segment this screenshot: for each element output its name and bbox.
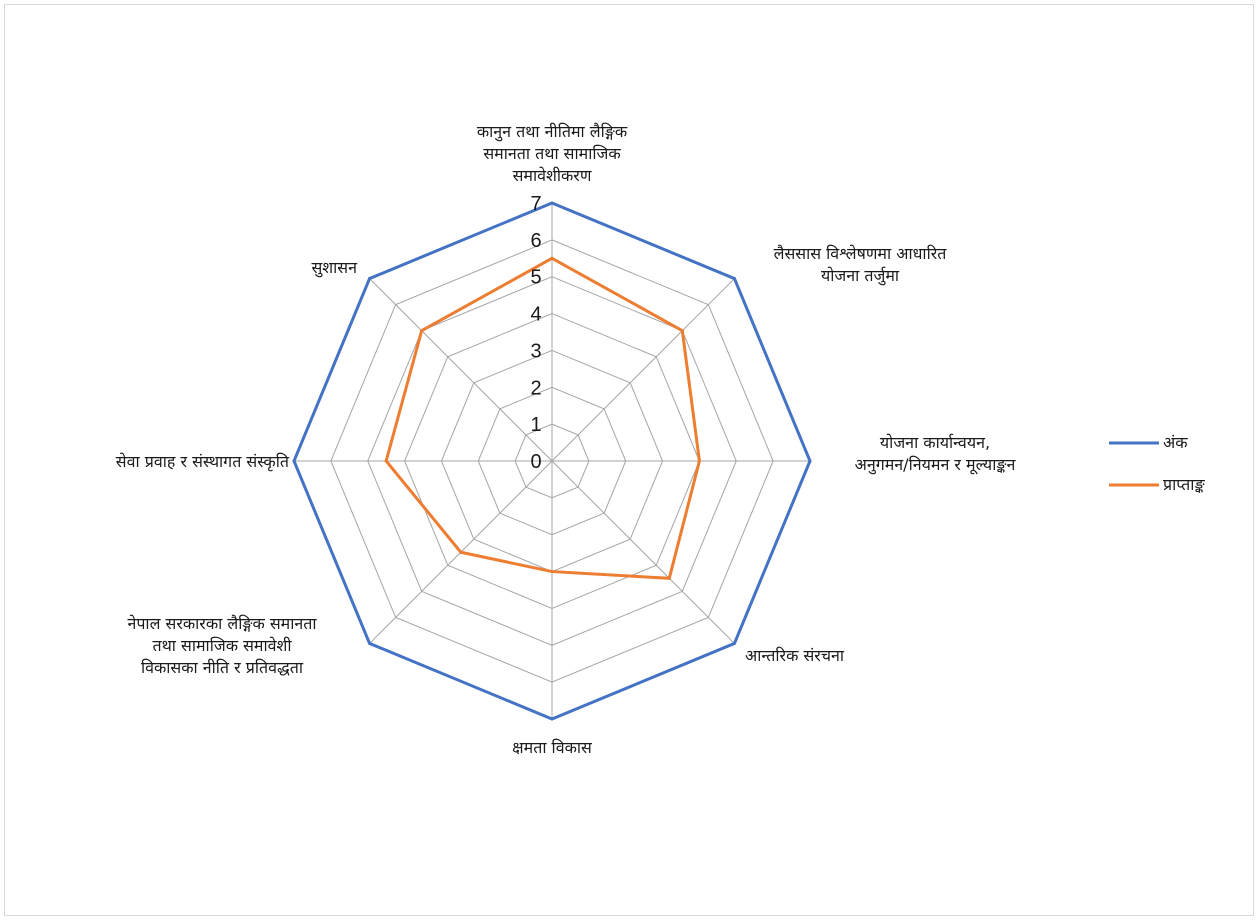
category-label-line: विकासका नीति र प्रतिवद्धता: [141, 658, 304, 677]
category-label-line: समानता तथा सामाजिक: [483, 144, 621, 163]
category-labels: कानुन तथा नीतिमा लैङ्गिक समानता तथा सामाज…: [116, 122, 1017, 757]
series-point: [732, 641, 736, 645]
series-point: [368, 641, 372, 645]
category-label: सेवा प्रवाह र संस्थागत संस्कृति: [116, 452, 290, 472]
series-point: [550, 201, 554, 205]
category-label: आन्तरिक संरचना: [745, 646, 845, 665]
category-label-line: योजना तर्जुमा: [821, 266, 900, 286]
category-label-line: आन्तरिक संरचना: [745, 646, 845, 665]
series-point: [732, 277, 736, 281]
legend-label: प्राप्ताङ्क: [1163, 475, 1205, 494]
chart-frame: 0 1 2 3 4 5 6 7 कानुन तथा नीतिमा लैङ्गिक समानता …: [4, 4, 1254, 916]
tick-label: 5: [530, 267, 541, 289]
tick-label: 1: [530, 414, 541, 436]
radar-grid: [293, 202, 811, 720]
series-point: [368, 277, 372, 281]
series-point: [292, 459, 296, 463]
category-label-line: सेवा प्रवाह र संस्थागत संस्कृति: [116, 452, 290, 472]
radar-series: [292, 201, 812, 721]
grid-spoke: [551, 460, 735, 644]
series-point: [459, 550, 463, 554]
category-label-line: योजना कार्यान्वयन,: [880, 433, 990, 452]
category-label-line: तथा सामाजिक समावेशी: [152, 636, 292, 655]
category-label: कानुन तथा नीतिमा लैङ्गिक समानता तथा सामाज…: [477, 122, 628, 185]
series-point: [808, 459, 812, 463]
series-point: [550, 717, 554, 721]
category-label: योजना कार्यान्वयन, अनुगमन/नियमन र मूल्याङ…: [855, 433, 1017, 475]
radar-chart: 0 1 2 3 4 5 6 7 कानुन तथा नीतिमा लैङ्गिक समानता …: [116, 122, 1206, 757]
tick-label: 7: [530, 193, 541, 215]
category-label-line: सुशासन: [311, 258, 358, 278]
legend-label: अंक: [1163, 433, 1188, 452]
category-label-line: अनुगमन/नियमन र मूल्याङ्कन: [855, 455, 1017, 475]
series-point: [697, 459, 701, 463]
series-point: [420, 329, 424, 333]
series-point: [384, 459, 388, 463]
tick-label: 3: [530, 340, 541, 362]
legend: अंक प्राप्ताङ्क: [1109, 433, 1205, 494]
series-point: [550, 570, 554, 574]
tick-label: 6: [530, 230, 541, 252]
tick-label: 2: [530, 377, 541, 399]
category-label-line: लैससास विश्लेषणमा आधारित: [774, 244, 948, 263]
tick-label: 0: [530, 451, 541, 473]
category-label: क्षमता विकास: [512, 738, 593, 757]
series-point: [680, 329, 684, 333]
category-label-line: समावेशीकरण: [513, 166, 592, 185]
category-label-line: कानुन तथा नीतिमा लैङ्गिक: [477, 122, 628, 142]
category-label: नेपाल सरकारका लैङ्गिक समानता तथा सामाजिक …: [127, 614, 317, 677]
radial-tick-labels: 0 1 2 3 4 5 6 7: [530, 193, 541, 473]
series-point: [550, 256, 554, 260]
grid-spoke: [551, 278, 735, 462]
grid-spoke: [369, 278, 553, 462]
category-label: लैससास विश्लेषणमा आधारित योजना तर्जुमा: [774, 244, 948, 286]
category-label-line: क्षमता विकास: [512, 738, 593, 757]
series-point: [667, 576, 671, 580]
category-label-line: नेपाल सरकारका लैङ्गिक समानता: [127, 614, 317, 633]
category-label: सुशासन: [311, 258, 358, 278]
tick-label: 4: [530, 304, 541, 326]
